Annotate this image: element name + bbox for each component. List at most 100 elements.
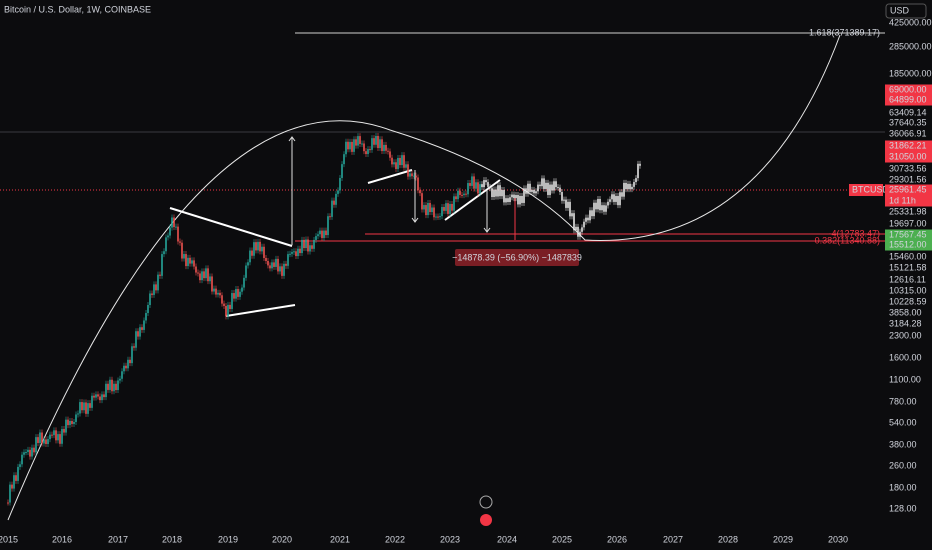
candle-body (499, 185, 501, 197)
candle-body (551, 184, 553, 191)
fib-label: 1.618(371389.17) (809, 27, 880, 37)
candle-body (447, 203, 449, 214)
candle-body (49, 434, 51, 440)
candle-body (457, 190, 459, 200)
candle-body (325, 230, 327, 236)
price-badge (885, 94, 932, 106)
year-label: 2024 (497, 534, 517, 544)
candle-body (345, 141, 347, 155)
candle-body (87, 403, 89, 414)
candle-body (471, 176, 473, 186)
candle-body (529, 183, 531, 192)
candle-body (199, 273, 201, 281)
candle-body (143, 320, 145, 330)
candle-body (601, 205, 603, 211)
candle-body (263, 246, 265, 258)
price-label: 2300.00 (889, 330, 922, 340)
candle-body (289, 253, 291, 255)
candle-body (339, 177, 341, 191)
price-label: 29301.56 (889, 174, 927, 184)
candle-body (51, 434, 53, 436)
candle-body (513, 194, 515, 199)
candle-body (445, 203, 447, 211)
candle-body (589, 210, 591, 221)
candle-body (255, 242, 257, 251)
candle-body (41, 432, 43, 444)
candle-body (277, 258, 279, 272)
year-label: 2021 (330, 534, 350, 544)
candle-body (309, 245, 311, 252)
candle-body (403, 155, 405, 168)
candle-body (335, 193, 337, 205)
candle-body (293, 251, 295, 253)
symbol-box (849, 184, 883, 196)
price-badge (885, 84, 932, 96)
candle-body (169, 227, 171, 236)
candle-body (495, 189, 497, 197)
candle-body (261, 246, 263, 252)
candle-body (151, 293, 153, 295)
candle-body (191, 260, 193, 264)
candle-body (31, 447, 33, 457)
candle-body (259, 241, 261, 252)
price-label: 37640.35 (889, 117, 927, 127)
candle-body (195, 266, 197, 273)
candle-body (397, 157, 399, 169)
price-label: 25331.98 (889, 206, 927, 216)
candle-body (11, 484, 13, 489)
candle-body (423, 205, 425, 210)
candle-body (489, 186, 491, 189)
candle-body (341, 164, 343, 178)
candle-body (15, 475, 17, 481)
icon[interactable] (479, 495, 493, 509)
price-label: 10228.59 (889, 296, 927, 306)
candle-body (507, 198, 509, 203)
candle-body (371, 138, 373, 150)
candle-body (373, 138, 375, 145)
candle-body (353, 139, 355, 152)
candle-body (95, 394, 97, 398)
candle-body (509, 197, 511, 203)
candle-body (487, 182, 489, 187)
candle-body (295, 251, 297, 257)
price-label: 3858.00 (889, 307, 922, 317)
candle-body (107, 383, 109, 390)
candle-body (631, 186, 633, 190)
candle-body (337, 190, 339, 194)
year-label: 2028 (718, 534, 738, 544)
candle-body (521, 195, 523, 203)
candle-body (305, 239, 307, 249)
currency-box[interactable] (885, 3, 927, 19)
candle-body (629, 183, 631, 190)
candle-body (93, 395, 95, 398)
price-label: 36066.91 (889, 128, 927, 138)
candle-body (637, 163, 639, 179)
candle-body (271, 262, 273, 269)
candle-body (77, 413, 79, 415)
icon[interactable] (480, 514, 492, 526)
candle-body (583, 221, 585, 228)
candle-body (221, 295, 223, 304)
candle-body (515, 195, 517, 199)
candle-body (491, 188, 493, 198)
candle-body (543, 178, 545, 189)
candle-body (477, 182, 479, 194)
price-label: 15460.00 (889, 251, 927, 261)
candle-body (639, 163, 641, 166)
price-label: 30733.56 (889, 163, 927, 173)
candle-body (217, 292, 219, 295)
candle-body (387, 150, 389, 152)
candle-body (29, 449, 31, 457)
candle-body (47, 439, 49, 445)
candle-body (167, 235, 169, 238)
candle-body (183, 254, 185, 259)
currency[interactable]: USD (890, 5, 910, 15)
year-label: 2020 (272, 534, 292, 544)
candle-body (223, 303, 225, 306)
candle-body (275, 258, 277, 267)
candle-body (599, 199, 601, 211)
candle-body (127, 359, 129, 369)
candle-body (21, 454, 23, 465)
candle-body (401, 155, 403, 166)
candle-body (461, 194, 463, 196)
